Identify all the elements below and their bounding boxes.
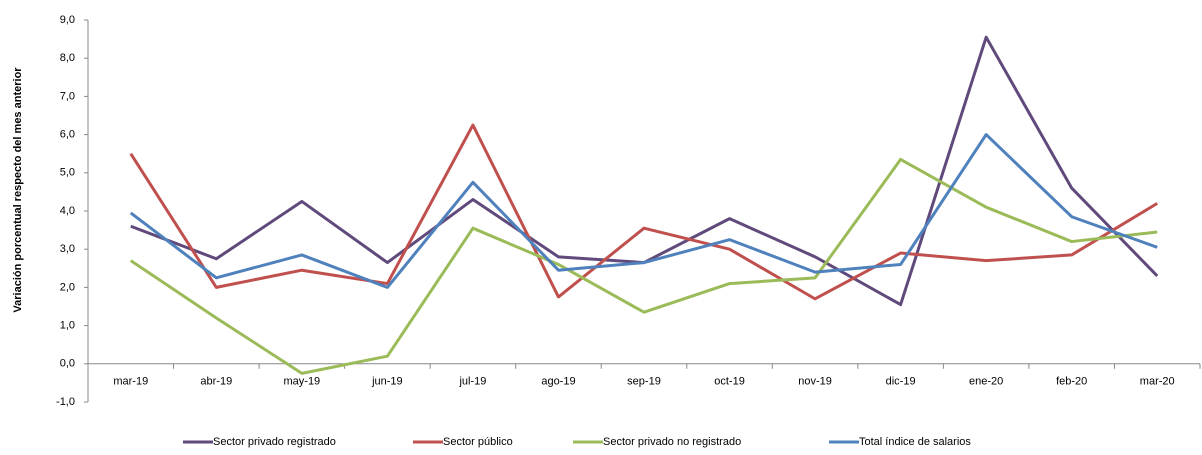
series-line [129,123,1159,301]
y-tick-label: 5,0 [60,167,75,179]
series-line [130,35,1159,307]
x-tick-label: ene-20 [969,376,1003,388]
legend-label: Sector privado registrado [213,436,336,448]
y-axis-title: Variación porcentual respecto del mes an… [12,67,24,313]
x-tick-label: abr-19 [200,376,232,388]
series-line [129,133,1158,289]
x-tick-label: may-19 [284,376,321,388]
x-tick-label: mar-19 [113,376,148,388]
x-tick-label: jul-19 [458,376,486,388]
y-tick-label: 7,0 [60,90,75,102]
x-tick-label: nov-19 [798,376,832,388]
x-tick-label: oct-19 [714,376,745,388]
x-tick-label: mar-20 [1140,376,1175,388]
y-tick-label: 2,0 [60,281,75,293]
series-line [129,157,1158,375]
legend-label: Total índice de salarios [859,436,971,448]
legend-label: Sector privado no registrado [603,436,741,448]
x-tick-label: sep-19 [627,376,661,388]
x-tick-label: feb-20 [1056,376,1087,388]
y-tick-label: 4,0 [60,205,75,217]
x-tick-label: dic-19 [886,376,916,388]
y-tick-label: -1,0 [56,396,75,408]
y-tick-label: 0,0 [60,358,75,370]
x-tick-label: ago-19 [541,376,575,388]
y-tick-label: 8,0 [60,52,75,64]
y-tick-label: 1,0 [60,320,75,332]
legend-label: Sector público [443,436,513,448]
y-tick-label: 3,0 [60,243,75,255]
x-tick-label: jun-19 [371,376,403,388]
y-tick-label: 9,0 [60,14,75,26]
y-tick-label: 6,0 [60,129,75,141]
